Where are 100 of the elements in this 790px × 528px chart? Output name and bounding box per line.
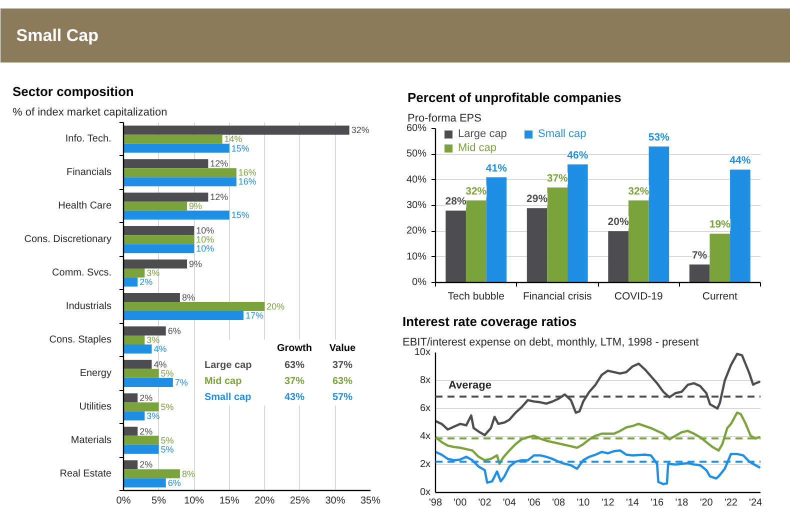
data-label: 46% <box>567 149 589 162</box>
data-label: 9% <box>189 259 202 270</box>
legend-label: Mid cap <box>458 142 497 154</box>
data-label: 43% <box>284 392 305 403</box>
legend-label: Large cap <box>204 360 252 371</box>
bar <box>547 188 568 282</box>
x-tick-label: '08 <box>552 498 566 508</box>
x-tick-label: '06 <box>527 498 541 508</box>
chart-title: Percent of unprofitable companies <box>408 90 622 105</box>
text: Small Cap <box>16 26 99 45</box>
x-tick-label: '18 <box>675 498 689 508</box>
data-label: 32% <box>351 125 370 136</box>
data-label: 16% <box>238 176 256 187</box>
y-tick-label: 6x <box>420 403 430 414</box>
bar <box>124 402 159 412</box>
bar <box>486 177 507 282</box>
bar <box>124 292 180 302</box>
y-tick-label: Comm. Svcs. <box>52 268 112 279</box>
legend-label: Mid cap <box>204 376 242 387</box>
data-label: 12% <box>210 158 228 169</box>
data-label: 29% <box>526 193 548 206</box>
data-label: 57% <box>332 392 353 403</box>
y-tick-label: Industrials <box>66 301 112 312</box>
bar <box>124 411 145 420</box>
y-tick-label: 10% <box>406 251 427 262</box>
y-tick-label: 2x <box>420 459 430 470</box>
line-series <box>436 449 760 486</box>
chart-subtitle: Pro-forma EPS <box>408 112 482 124</box>
bar <box>446 210 466 282</box>
ref-line-label: Average <box>448 380 492 392</box>
y-tick-label: 40% <box>406 174 427 186</box>
data-label: 4% <box>154 344 167 354</box>
bar <box>124 202 188 211</box>
y-tick-label: Info. Tech. <box>65 134 112 145</box>
legend-label: Small cap <box>538 128 586 140</box>
bar <box>124 311 244 320</box>
data-label: 7% <box>174 377 188 388</box>
bar <box>124 460 138 470</box>
data-label: 37% <box>284 376 305 387</box>
legend-label: Small cap <box>204 392 252 403</box>
bar <box>124 302 265 312</box>
data-label: 10% <box>196 234 214 245</box>
category-label: Growth <box>277 343 312 354</box>
x-tick-label: Tech bubble <box>448 290 505 302</box>
data-label: 17% <box>245 310 264 321</box>
y-tick-label: Real Estate <box>60 468 112 480</box>
bar <box>124 436 159 445</box>
data-label: 32% <box>466 185 488 198</box>
data-label: 15% <box>231 210 250 220</box>
bar <box>124 159 208 168</box>
bar <box>124 393 138 402</box>
bar <box>648 146 670 282</box>
bar <box>124 368 159 378</box>
data-label: 6% <box>168 478 181 488</box>
x-tick-label: 0% <box>116 496 131 506</box>
bar <box>124 168 236 178</box>
bar <box>124 235 194 244</box>
data-label: 32% <box>628 185 650 198</box>
data-label: 15% <box>231 143 250 154</box>
bar <box>628 200 649 282</box>
x-tick-label: Financial crisis <box>522 290 592 302</box>
bar <box>124 259 188 269</box>
data-label: 9% <box>189 201 202 212</box>
x-tick-label: 30% <box>325 496 346 506</box>
y-tick-label: Utilities <box>79 401 112 412</box>
data-label: 8% <box>182 292 195 302</box>
bar <box>124 335 145 344</box>
y-tick-label: 50% <box>406 148 427 160</box>
data-label: 20% <box>266 302 285 312</box>
x-tick-label: '98 <box>428 498 442 508</box>
y-tick-label: 10x <box>414 347 430 358</box>
y-tick-label: 0x <box>420 487 430 498</box>
bar <box>730 170 750 282</box>
x-tick-label: 20% <box>254 496 275 506</box>
y-tick-label: 8x <box>420 375 430 386</box>
data-label: 2% <box>140 392 153 403</box>
y-tick-label: Energy <box>80 368 112 379</box>
data-label: 8% <box>182 468 195 479</box>
bar <box>124 244 194 254</box>
data-label: 5% <box>160 368 174 378</box>
y-tick-label: 0% <box>412 277 427 288</box>
data-label: 28% <box>445 196 467 208</box>
bar <box>124 378 173 387</box>
data-label: 53% <box>648 131 670 144</box>
bar <box>568 164 588 282</box>
y-tick-label: Financials <box>66 167 112 178</box>
x-tick-label: COVID-19 <box>614 290 663 302</box>
data-label: 2% <box>140 426 153 436</box>
bar <box>526 208 548 282</box>
data-label: 5% <box>160 435 174 446</box>
data-label: 3% <box>146 334 160 345</box>
data-label: 10% <box>196 244 214 254</box>
y-tick-label: Cons. Discretionary <box>24 234 112 246</box>
bar <box>124 177 236 186</box>
data-label: 63% <box>284 360 305 371</box>
bar <box>608 231 628 282</box>
bar <box>124 226 194 236</box>
x-tick-label: '12 <box>601 498 615 508</box>
bar <box>124 144 230 153</box>
bar <box>124 278 138 287</box>
